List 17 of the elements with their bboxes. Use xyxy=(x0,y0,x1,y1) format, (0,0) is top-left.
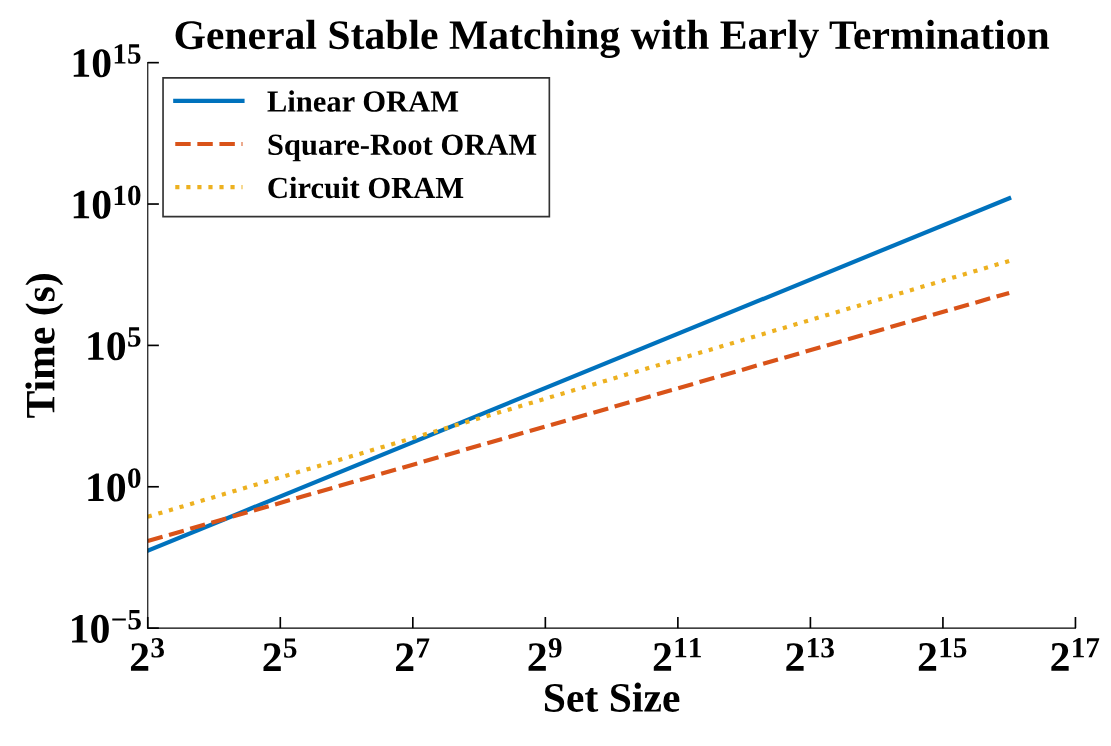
legend-label: Circuit ORAM xyxy=(268,176,464,199)
y-tick-label: 10$^{0}$ xyxy=(88,468,141,502)
y-axis-title: Time (s) xyxy=(25,274,64,418)
y-tick-label: 10$^{10}$ xyxy=(73,185,141,219)
x-tick-label: 2$^{17}$ xyxy=(1051,638,1100,671)
legend-label: Square-Root ORAM xyxy=(268,134,537,162)
x-tick-label: 2$^{13}$ xyxy=(786,638,834,671)
x-tick-label: 2$^{9}$ xyxy=(528,638,562,671)
legend-label: Linear ORAM xyxy=(267,90,459,112)
y-tick-label: 10$^{15}$ xyxy=(73,44,141,78)
x-tick-label: 2$^{5}$ xyxy=(263,638,297,671)
y-tick-label: 10$^{5}$ xyxy=(88,327,141,361)
chart-title: General Stable Matching with Early Termination xyxy=(175,19,1050,58)
x-axis-title: Set Size xyxy=(544,682,680,712)
x-tick-label: 2$^{15}$ xyxy=(918,638,967,671)
x-tick-label: 2$^{11}$ xyxy=(653,638,701,671)
x-tick-label: 2$^{7}$ xyxy=(396,638,430,671)
